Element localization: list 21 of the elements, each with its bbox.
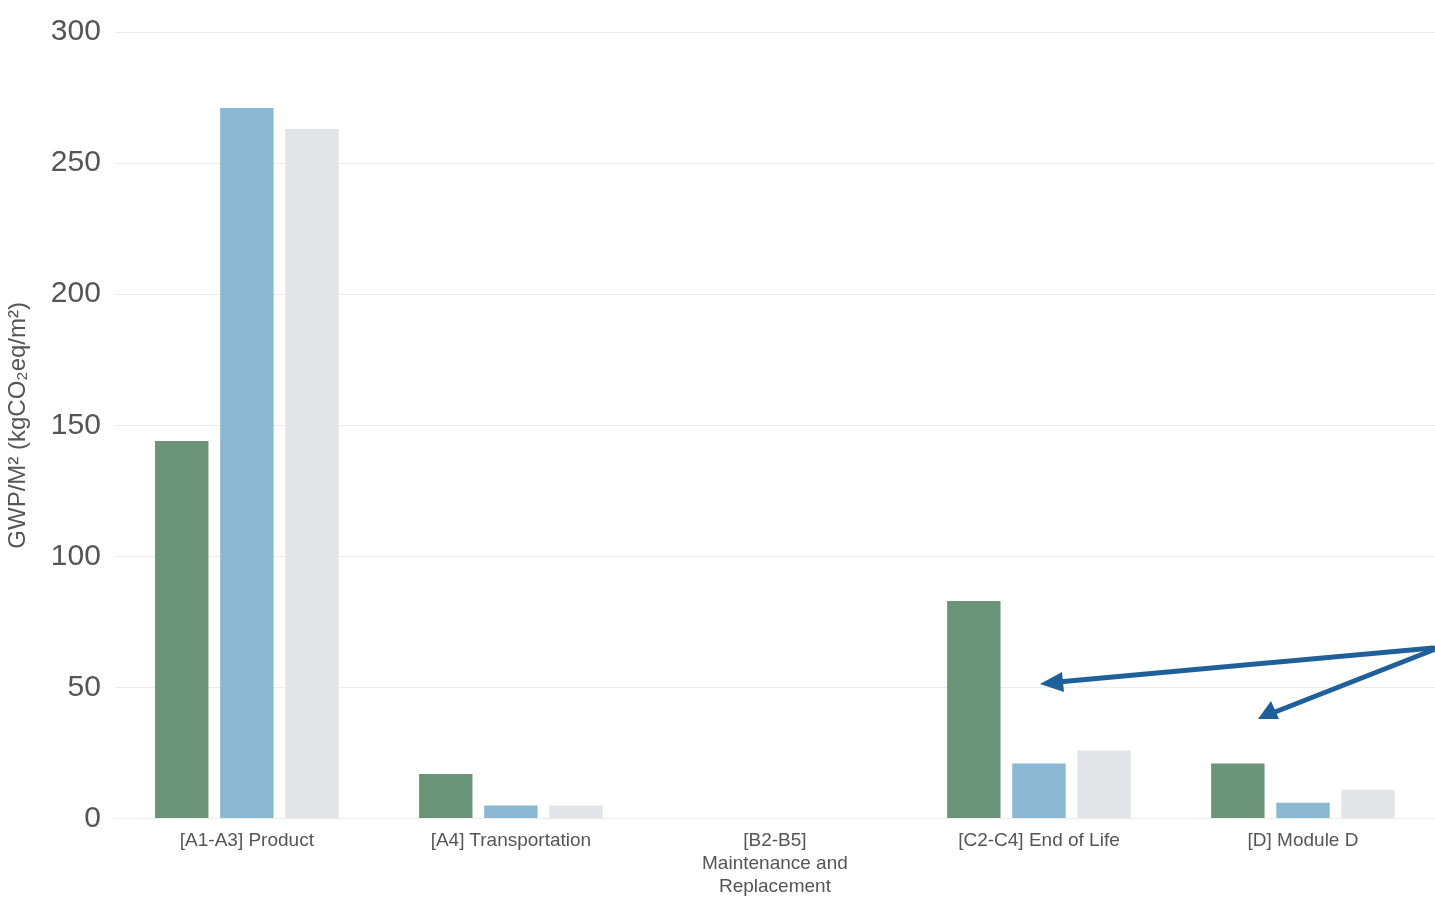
y-tick-label: 200 — [50, 275, 101, 309]
bar — [947, 600, 1001, 819]
x-tick-label: [A4] Transportation — [430, 829, 592, 851]
bar — [1211, 763, 1265, 819]
y-tick-label: 50 — [67, 668, 101, 702]
bar — [155, 441, 209, 819]
bar — [419, 774, 473, 819]
y-tick-label: 150 — [50, 406, 101, 440]
y-tick-label: 300 — [50, 13, 101, 47]
bar — [220, 108, 274, 819]
x-tick-label: [A1-A3] Product — [179, 829, 315, 851]
x-tick-label: [C2-C4] End of Life — [958, 829, 1120, 851]
y-axis-title: GWP/M² (kgCO₂eq/m²) — [3, 301, 31, 549]
y-tick-label: 250 — [50, 144, 101, 178]
x-tick-label: [B2-B5] Maintenance and Replacement — [702, 829, 848, 896]
bar — [1012, 763, 1066, 819]
y-tick-label: 0 — [84, 799, 101, 833]
x-tick-label: [D] Module D — [1247, 829, 1359, 851]
y-tick-label: 100 — [50, 537, 101, 571]
bar — [1276, 802, 1330, 819]
bar — [484, 805, 538, 819]
